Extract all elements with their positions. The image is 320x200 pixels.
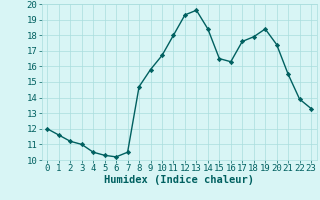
- X-axis label: Humidex (Indice chaleur): Humidex (Indice chaleur): [104, 175, 254, 185]
